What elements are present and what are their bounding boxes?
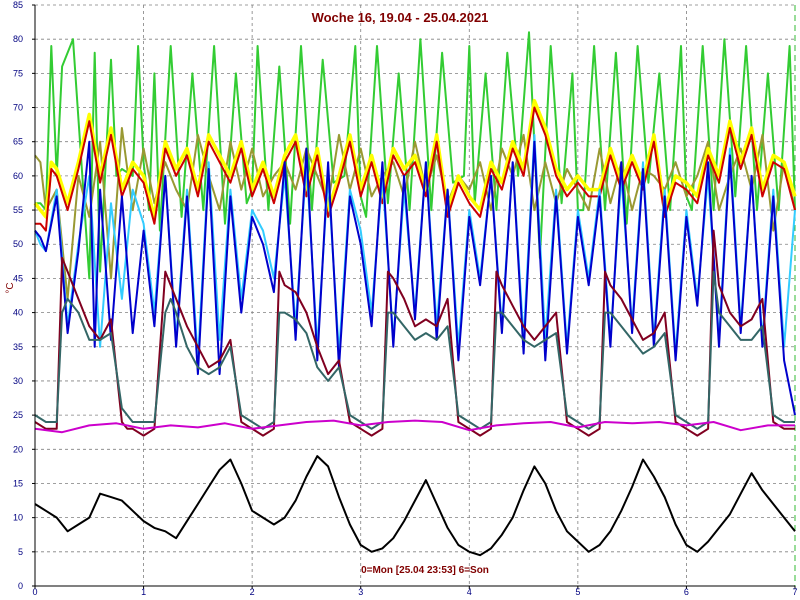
series-line-9: [34, 455, 796, 557]
x-tick-label: 7: [792, 587, 797, 597]
axes: [32, 4, 796, 589]
y-tick-label: 5: [18, 547, 23, 557]
x-tick-label: 5: [575, 587, 580, 597]
grid: [35, 4, 796, 586]
x-tick-label: 1: [141, 587, 146, 597]
series-line-5: [34, 140, 796, 416]
series-group: [33, 31, 797, 557]
x-tick-label: 4: [467, 587, 472, 597]
x-tick-label: 6: [684, 587, 689, 597]
y-tick-label: 60: [13, 171, 23, 181]
y-tick-label: 70: [13, 103, 23, 113]
chart-title: Woche 16, 19.04 - 25.04.2021: [312, 10, 489, 25]
y-tick-label: 80: [13, 34, 23, 44]
y-tick-label: 0: [18, 581, 23, 591]
y-tick-label: 55: [13, 205, 23, 215]
x-tick-label: 3: [358, 587, 363, 597]
y-tick-label: 35: [13, 342, 23, 352]
series-line-6: [34, 229, 795, 437]
y-tick-label: 65: [13, 137, 23, 147]
y-tick-label: 75: [13, 68, 23, 78]
y-tick-label: 20: [13, 444, 23, 454]
series-line-7: [34, 270, 795, 430]
y-tick-label: 40: [13, 308, 23, 318]
y-tick-label: 30: [13, 376, 23, 386]
y-tick-label: 45: [13, 273, 23, 283]
y-tick-label: 10: [13, 513, 23, 523]
y-tick-label: 50: [13, 239, 23, 249]
y-tick-label: 15: [13, 478, 23, 488]
y-tick-label: 85: [13, 0, 23, 10]
y-tick-label: 25: [13, 410, 23, 420]
chart-footer: 0=Mon [25.04 23:53] 6=Son: [361, 565, 489, 576]
x-tick-label: 2: [250, 587, 255, 597]
x-tick-label: 0: [32, 587, 37, 597]
series-line-8: [34, 419, 795, 434]
y-axis-label: °C: [5, 282, 16, 293]
series-line-0: [35, 31, 796, 280]
